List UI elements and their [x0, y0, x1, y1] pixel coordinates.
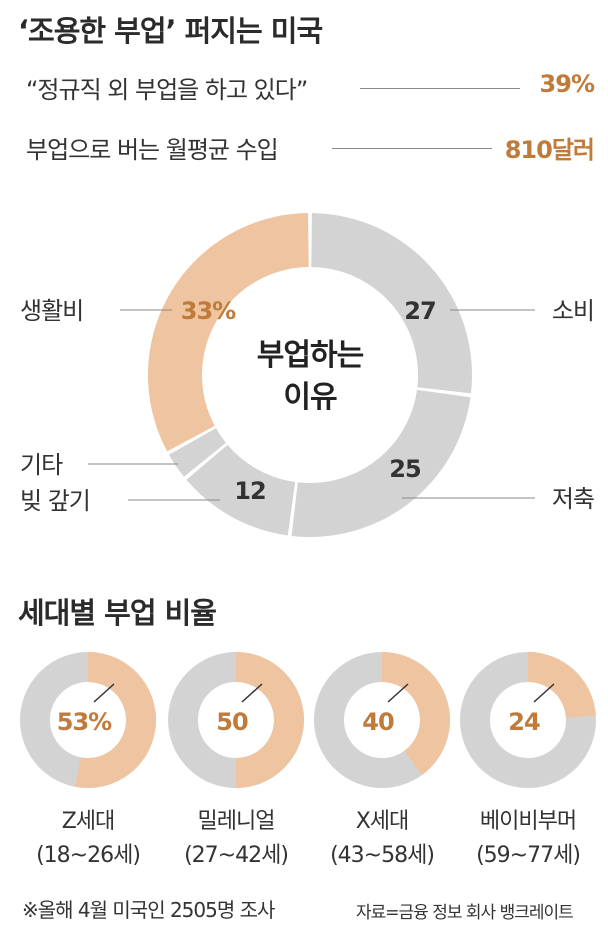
generation-donut-share	[236, 652, 304, 788]
generation-donut-4: 24 베이비부머 (59~77세)	[460, 652, 596, 868]
generation-age-range: (59~77세)	[476, 843, 580, 868]
source: 자료=금융 정보 회사 뱅크레이트	[356, 903, 574, 923]
footnote: ※올해 4월 미국인 2505명 조사	[22, 898, 275, 922]
donut-slice-소비	[311, 213, 472, 394]
donut-slice-생활비	[148, 213, 309, 452]
generation-donut-share	[75, 652, 156, 788]
stat-leader-line	[332, 148, 492, 149]
slice-value-저축: 25	[389, 455, 421, 483]
slice-label-기타: 기타	[20, 451, 63, 479]
stat-value-income: 810달러	[504, 136, 595, 164]
donut-center-label: 이유	[283, 380, 337, 415]
stat-label-side-job: “정규직 외 부업을 하고 있다”	[26, 76, 308, 104]
stat-value-side-job: 39%	[539, 70, 595, 98]
section-title: 세대별 부업 비율	[18, 596, 217, 630]
donut-slice-기타	[168, 428, 226, 477]
generation-name: Z세대	[62, 809, 115, 834]
slice-value-빚-갚기: 12	[234, 477, 265, 505]
slice-value-소비: 27	[404, 297, 435, 325]
generation-value-tick	[93, 683, 115, 703]
stat-label-income: 부업으로 버는 월평균 수입	[26, 136, 279, 164]
generation-name: 베이비부머	[480, 809, 576, 834]
slice-label-빚-갚기: 빚 갚기	[20, 487, 90, 515]
generation-donut-2: 50 밀레니얼 (27~42세)	[168, 652, 304, 868]
slice-value-생활비: 33%	[181, 297, 236, 325]
generation-donut-charts: 53% Z세대 (18~26세) 50 밀레니얼 (27~42세) 40 X세대 (43~58세…	[20, 652, 596, 868]
donut-slice-저축	[291, 389, 471, 537]
generation-value-tick	[241, 683, 263, 703]
generation-donut-share	[528, 652, 596, 718]
slice-label-생활비: 생활비	[20, 297, 83, 325]
generation-name: X세대	[356, 809, 409, 834]
generation-name: 밀레니얼	[198, 809, 275, 834]
generation-value-label: 53%	[57, 708, 112, 736]
generation-age-range: (18~26세)	[36, 843, 140, 868]
generation-value-tick	[387, 683, 409, 703]
generation-donut-share	[382, 652, 450, 776]
slice-label-소비: 소비	[552, 297, 594, 325]
page-title: ‘조용한 부업’ 퍼지는 미국	[18, 14, 323, 48]
generation-value-tick	[533, 683, 555, 703]
donut-center-label: 부업하는	[257, 338, 364, 373]
generation-donut-3: 40 X세대 (43~58세)	[314, 652, 450, 868]
generation-donut-1: 53% Z세대 (18~26세)	[20, 652, 156, 868]
stat-leader-line	[360, 88, 520, 89]
generation-value-label: 24	[508, 708, 540, 736]
generation-age-range: (43~58세)	[330, 843, 434, 868]
slice-label-저축: 저축	[552, 485, 594, 513]
generation-value-label: 50	[216, 708, 248, 736]
generation-value-label: 40	[362, 708, 394, 736]
donut-slice-빚-갚기	[186, 444, 296, 536]
generation-age-range: (27~42세)	[184, 843, 288, 868]
